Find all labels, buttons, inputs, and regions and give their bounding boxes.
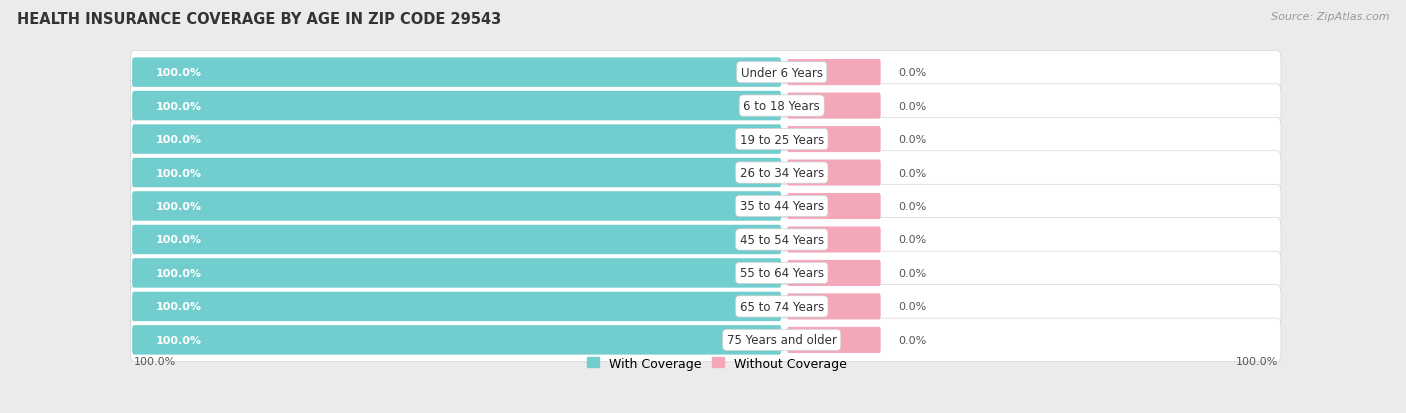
Text: 100.0%: 100.0% [156,68,201,78]
FancyBboxPatch shape [787,227,880,253]
Text: 0.0%: 0.0% [898,235,927,245]
FancyBboxPatch shape [132,159,782,188]
FancyBboxPatch shape [132,325,782,355]
Legend: With Coverage, Without Coverage: With Coverage, Without Coverage [586,357,848,370]
Text: 100.0%: 100.0% [156,168,201,178]
FancyBboxPatch shape [131,152,1281,195]
Text: 100.0%: 100.0% [156,335,201,345]
FancyBboxPatch shape [132,92,782,121]
Text: 100.0%: 100.0% [156,235,201,245]
Text: 100.0%: 100.0% [156,135,201,145]
Text: HEALTH INSURANCE COVERAGE BY AGE IN ZIP CODE 29543: HEALTH INSURANCE COVERAGE BY AGE IN ZIP … [17,12,501,27]
Text: 0.0%: 0.0% [898,301,927,312]
Text: 100.0%: 100.0% [1236,356,1278,366]
Text: Under 6 Years: Under 6 Years [741,66,823,79]
Text: 100.0%: 100.0% [156,301,201,312]
Text: 100.0%: 100.0% [156,101,201,112]
FancyBboxPatch shape [131,318,1281,362]
FancyBboxPatch shape [787,127,880,153]
FancyBboxPatch shape [787,327,880,353]
Text: 0.0%: 0.0% [898,168,927,178]
Text: 0.0%: 0.0% [898,268,927,278]
Text: 19 to 25 Years: 19 to 25 Years [740,133,824,146]
FancyBboxPatch shape [131,285,1281,328]
FancyBboxPatch shape [131,51,1281,95]
FancyBboxPatch shape [132,125,782,154]
Text: 0.0%: 0.0% [898,335,927,345]
Text: 26 to 34 Years: 26 to 34 Years [740,166,824,180]
FancyBboxPatch shape [131,118,1281,161]
Text: 100.0%: 100.0% [134,356,176,366]
Text: 100.0%: 100.0% [156,268,201,278]
FancyBboxPatch shape [132,58,782,88]
FancyBboxPatch shape [131,85,1281,128]
FancyBboxPatch shape [131,252,1281,295]
Text: 35 to 44 Years: 35 to 44 Years [740,200,824,213]
FancyBboxPatch shape [787,193,880,220]
Text: 0.0%: 0.0% [898,101,927,112]
Text: 0.0%: 0.0% [898,202,927,211]
FancyBboxPatch shape [787,160,880,186]
FancyBboxPatch shape [132,292,782,321]
Text: 65 to 74 Years: 65 to 74 Years [740,300,824,313]
FancyBboxPatch shape [132,192,782,221]
FancyBboxPatch shape [787,93,880,119]
Text: 100.0%: 100.0% [156,202,201,211]
Text: 0.0%: 0.0% [898,135,927,145]
FancyBboxPatch shape [132,259,782,288]
Text: 55 to 64 Years: 55 to 64 Years [740,267,824,280]
Text: 6 to 18 Years: 6 to 18 Years [744,100,820,113]
Text: Source: ZipAtlas.com: Source: ZipAtlas.com [1271,12,1389,22]
FancyBboxPatch shape [787,260,880,286]
FancyBboxPatch shape [131,185,1281,228]
Text: 45 to 54 Years: 45 to 54 Years [740,233,824,247]
FancyBboxPatch shape [131,218,1281,261]
FancyBboxPatch shape [132,225,782,254]
Text: 0.0%: 0.0% [898,68,927,78]
Text: 75 Years and older: 75 Years and older [727,334,837,347]
FancyBboxPatch shape [787,60,880,86]
FancyBboxPatch shape [787,294,880,320]
